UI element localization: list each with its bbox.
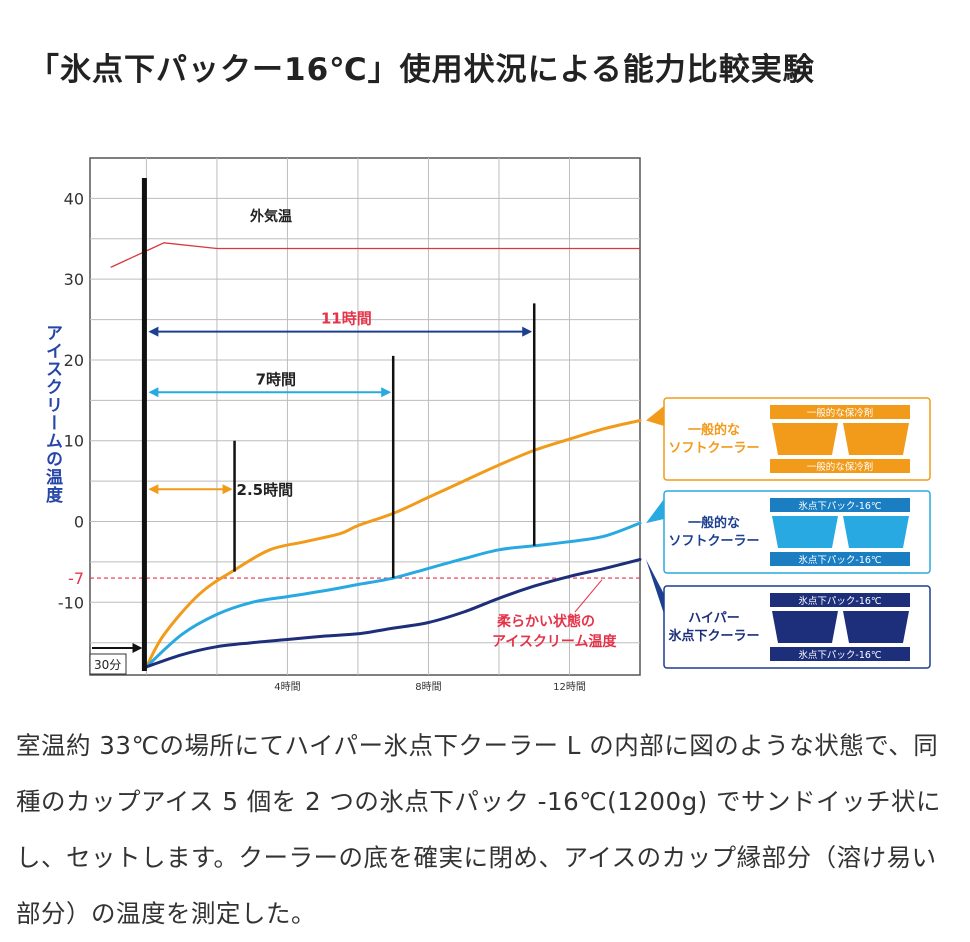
y-axis-label: アイスクリームの温度 [42, 324, 63, 504]
x-tick-label: 8時間 [415, 681, 441, 693]
series-line-1 [110, 242, 641, 268]
soft-ice-pointer [574, 579, 603, 613]
legend-ice-cup [772, 611, 838, 643]
legend-pack-bottom-label: 氷点下パック-16℃ [798, 554, 882, 566]
series-line-3 [144, 521, 642, 669]
legend-pack-bottom-label: 氷点下パック-16℃ [798, 649, 882, 661]
legend-ice-cup [843, 516, 909, 548]
start-label: 30分 [94, 658, 121, 672]
experiment-description: 室温約 33℃の場所にてハイパー氷点下クーラー L の内部に図のような状態で、同… [16, 731, 941, 928]
start-label-box [89, 653, 127, 675]
temperature-chart: 40 30 20 10 0 -10 4時間 8時間 12時間 アイスクリームの温度 -7 11時間 7… [42, 157, 931, 693]
legend-label-line1: ハイパー [688, 611, 739, 626]
legend-label-line2: 氷点下クーラー [668, 628, 759, 644]
legend-pack-top-label: 氷点下パック-16℃ [798, 595, 882, 607]
y-tick-label: 30 [64, 270, 84, 289]
legend-label-line2: ソフトクーラー [668, 534, 759, 549]
legend-pointer [646, 499, 664, 524]
legend-ice-cup [843, 611, 909, 643]
legend-label-line1: 一般的な [688, 515, 740, 531]
soft-ice-label: 柔らかい状態の [496, 613, 595, 630]
legend-label-line2: ソフトクーラー [668, 441, 759, 456]
x-tick-label: 12時間 [553, 681, 586, 693]
series-line-2 [144, 419, 642, 669]
legend-pointer [646, 559, 664, 614]
outside-temp-label: 外気温 [250, 208, 292, 225]
legend-pack-bottom [770, 552, 910, 566]
y-tick-label: 0 [74, 513, 84, 532]
duration-label: 7時間 [256, 370, 296, 388]
legend-pointer [646, 406, 664, 426]
y-tick-label: 10 [64, 432, 84, 451]
legend-label-line1: 一般的な [688, 422, 740, 438]
legend-ice-cup [843, 423, 909, 455]
legend-ice-cup [772, 516, 838, 548]
series-line-4 [144, 558, 642, 669]
legend-pack-bottom [770, 459, 910, 473]
legend-pack-bottom-label: 一般的な保冷剤 [807, 461, 874, 473]
duration-label: 2.5時間 [237, 481, 294, 499]
duration-label: 11時間 [321, 310, 372, 328]
x-tick-label: 4時間 [274, 681, 300, 693]
reference-line-label: -7 [68, 569, 84, 588]
legend-pack-top-label: 氷点下パック-16℃ [798, 500, 882, 512]
legend-pack-top [770, 405, 910, 419]
legend-pack-top [770, 498, 910, 512]
legend-pack-top [770, 593, 910, 607]
legend-pack-top-label: 一般的な保冷剤 [807, 407, 874, 419]
legend-pack-bottom [770, 647, 910, 661]
y-tick-label: -10 [58, 593, 84, 612]
legend-ice-cup [772, 423, 838, 455]
y-tick-label: 20 [64, 351, 84, 370]
y-tick-label: 40 [64, 189, 84, 208]
plot-area [89, 157, 641, 676]
soft-ice-label: アイスクリーム温度 [492, 633, 617, 650]
page-title: 「氷点下パックー16℃」使用状況による能力比較実験 [28, 52, 815, 88]
